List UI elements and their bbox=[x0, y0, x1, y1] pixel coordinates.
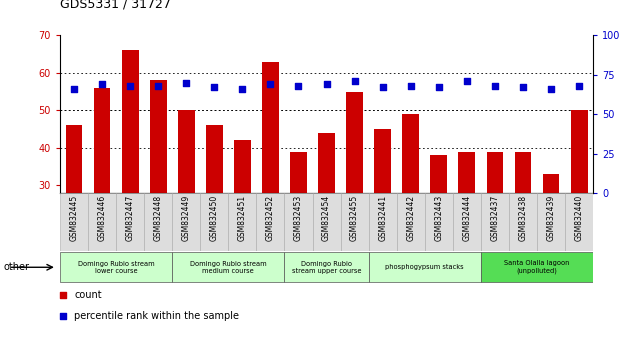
Point bbox=[546, 86, 556, 92]
Point bbox=[490, 83, 500, 88]
Text: GSM832438: GSM832438 bbox=[519, 195, 528, 241]
Bar bbox=[290, 152, 307, 298]
Bar bbox=[93, 88, 110, 298]
Text: Domingo Rubio stream
lower course: Domingo Rubio stream lower course bbox=[78, 261, 155, 274]
Point bbox=[181, 80, 191, 85]
Bar bbox=[481, 193, 509, 251]
Text: GSM832455: GSM832455 bbox=[350, 195, 359, 241]
Bar bbox=[122, 50, 139, 298]
Bar bbox=[341, 193, 369, 251]
Point bbox=[350, 78, 360, 84]
Text: GSM832442: GSM832442 bbox=[406, 195, 415, 241]
Bar bbox=[430, 155, 447, 298]
Text: GSM832444: GSM832444 bbox=[463, 195, 471, 241]
Text: phosphogypsum stacks: phosphogypsum stacks bbox=[386, 264, 464, 270]
Point bbox=[433, 85, 444, 90]
Point bbox=[377, 85, 387, 90]
Text: GSM832448: GSM832448 bbox=[154, 195, 163, 241]
Bar bbox=[369, 193, 397, 251]
Bar bbox=[200, 193, 228, 251]
Bar bbox=[285, 193, 312, 251]
Bar bbox=[570, 110, 587, 298]
Text: GSM832454: GSM832454 bbox=[322, 195, 331, 241]
Bar bbox=[537, 193, 565, 251]
Bar bbox=[543, 174, 560, 298]
Bar bbox=[285, 252, 369, 282]
Text: GSM832447: GSM832447 bbox=[126, 195, 134, 241]
Text: count: count bbox=[74, 290, 102, 300]
Text: GSM832437: GSM832437 bbox=[490, 195, 499, 241]
Point bbox=[58, 314, 68, 319]
Bar bbox=[172, 252, 285, 282]
Text: GSM832452: GSM832452 bbox=[266, 195, 275, 241]
Text: GSM832446: GSM832446 bbox=[98, 195, 107, 241]
Point bbox=[209, 85, 220, 90]
Text: Domingo Rubio
stream upper course: Domingo Rubio stream upper course bbox=[292, 261, 362, 274]
Text: GSM832449: GSM832449 bbox=[182, 195, 191, 241]
Bar bbox=[346, 92, 363, 298]
Bar bbox=[234, 141, 251, 298]
Bar bbox=[144, 193, 172, 251]
Point bbox=[69, 86, 79, 92]
Point bbox=[321, 81, 332, 87]
Point bbox=[153, 83, 163, 88]
Point bbox=[97, 81, 107, 87]
Bar bbox=[228, 193, 256, 251]
Point bbox=[406, 83, 416, 88]
Bar bbox=[66, 125, 83, 298]
Point bbox=[293, 83, 304, 88]
Bar bbox=[403, 114, 419, 298]
Bar bbox=[206, 125, 223, 298]
Bar bbox=[509, 193, 537, 251]
Text: GSM832441: GSM832441 bbox=[378, 195, 387, 241]
Point bbox=[574, 83, 584, 88]
Bar bbox=[178, 110, 194, 298]
Bar bbox=[369, 252, 481, 282]
Text: GSM832451: GSM832451 bbox=[238, 195, 247, 241]
Bar bbox=[487, 152, 504, 298]
Bar bbox=[256, 193, 285, 251]
Bar bbox=[397, 193, 425, 251]
Bar bbox=[514, 152, 531, 298]
Text: GSM832439: GSM832439 bbox=[546, 195, 555, 241]
Text: GSM832450: GSM832450 bbox=[209, 195, 219, 241]
Text: GSM832443: GSM832443 bbox=[434, 195, 444, 241]
Text: GSM832440: GSM832440 bbox=[575, 195, 584, 241]
Bar bbox=[60, 252, 172, 282]
Bar bbox=[318, 133, 335, 298]
Bar bbox=[453, 193, 481, 251]
Bar bbox=[150, 80, 167, 298]
Point bbox=[462, 78, 472, 84]
Text: GSM832445: GSM832445 bbox=[69, 195, 78, 241]
Bar bbox=[116, 193, 144, 251]
Bar bbox=[262, 62, 279, 298]
Bar bbox=[312, 193, 341, 251]
Text: percentile rank within the sample: percentile rank within the sample bbox=[74, 311, 239, 321]
Point bbox=[58, 292, 68, 298]
Point bbox=[518, 85, 528, 90]
Bar bbox=[459, 152, 475, 298]
Text: Domingo Rubio stream
medium course: Domingo Rubio stream medium course bbox=[190, 261, 267, 274]
Bar bbox=[425, 193, 453, 251]
Text: GDS5331 / 31727: GDS5331 / 31727 bbox=[60, 0, 171, 11]
Bar bbox=[374, 129, 391, 298]
Point bbox=[237, 86, 247, 92]
Text: GSM832453: GSM832453 bbox=[294, 195, 303, 241]
Bar bbox=[172, 193, 200, 251]
Point bbox=[125, 83, 135, 88]
Point bbox=[266, 81, 276, 87]
Text: other: other bbox=[3, 262, 29, 272]
Bar bbox=[565, 193, 593, 251]
Bar bbox=[481, 252, 593, 282]
Bar bbox=[88, 193, 116, 251]
Text: Santa Olalla lagoon
(unpolluted): Santa Olalla lagoon (unpolluted) bbox=[504, 260, 570, 274]
Bar bbox=[60, 193, 88, 251]
